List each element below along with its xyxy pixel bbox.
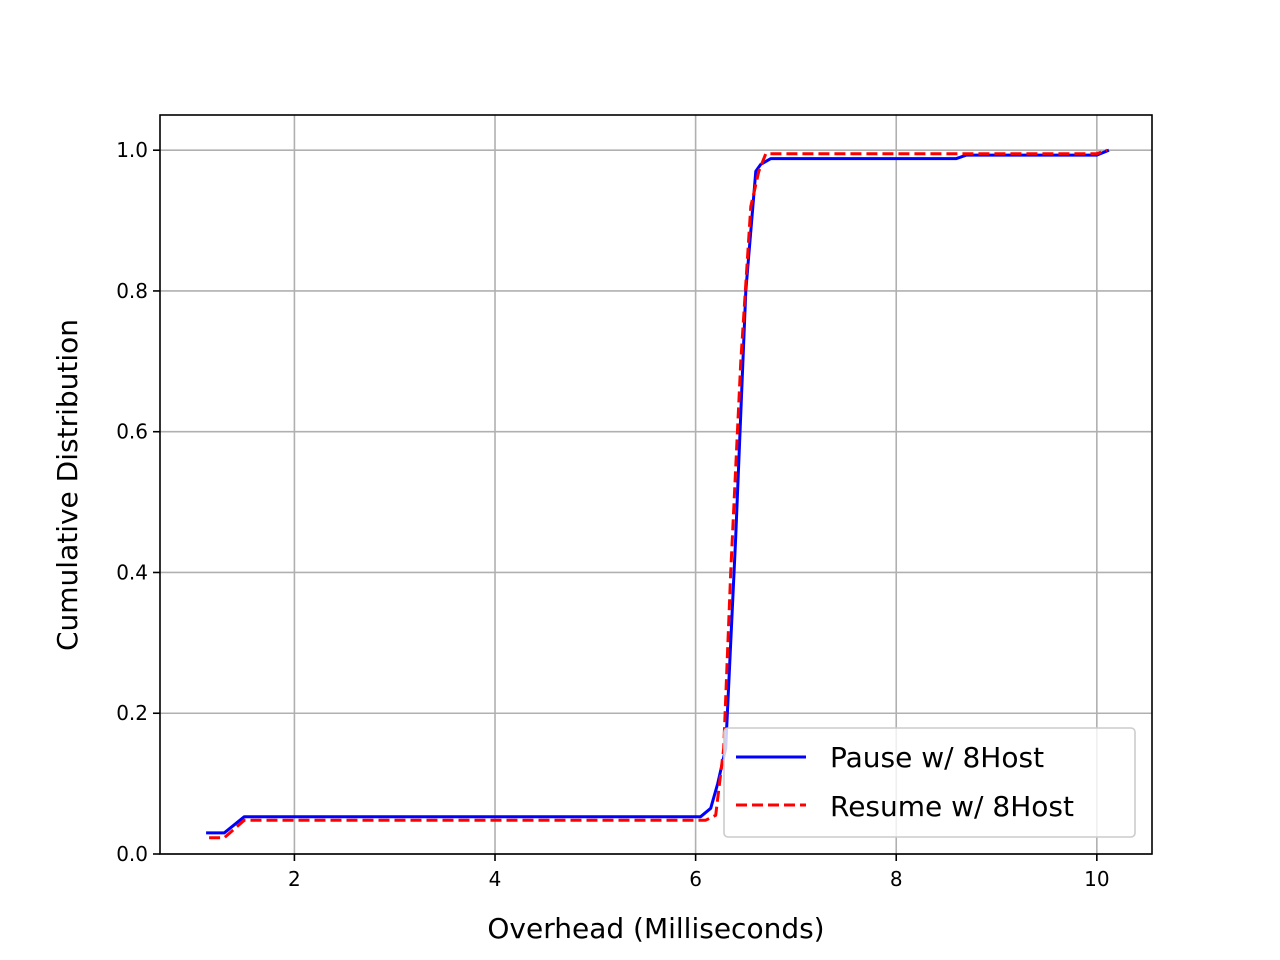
x-tick-label: 6 [689,867,702,891]
legend-label-resume: Resume w/ 8Host [830,790,1074,823]
x-tick-label: 10 [1084,867,1109,891]
resume-series-line [209,148,1108,840]
y-tick-label: 0.6 [116,420,148,444]
x-tick-label: 2 [288,867,301,891]
legend-box [723,727,1136,838]
y-tick-label: 0.4 [116,560,148,584]
x-axis-label: Overhead (Milliseconds) [487,912,824,945]
x-tick-label: 4 [489,867,502,891]
y-axis-label: Cumulative Distribution [51,319,84,651]
pause-series-line [206,148,1110,835]
series-layer [206,148,1110,840]
y-tick-label: 0.8 [116,279,148,303]
y-tick-label: 0.0 [116,842,148,866]
legend: Pause w/ 8Host Resume w/ 8Host [723,727,1136,838]
legend-label-pause: Pause w/ 8Host [830,741,1044,774]
y-tick-label: 0.2 [116,701,148,725]
plot-frame [159,114,1153,855]
y-tick-label: 1.0 [116,138,148,162]
tick-layer: 2 4 6 8 10 0.0 0.2 0.4 0.6 0.8 1.0 [116,138,1109,891]
x-tick-label: 8 [890,867,903,891]
